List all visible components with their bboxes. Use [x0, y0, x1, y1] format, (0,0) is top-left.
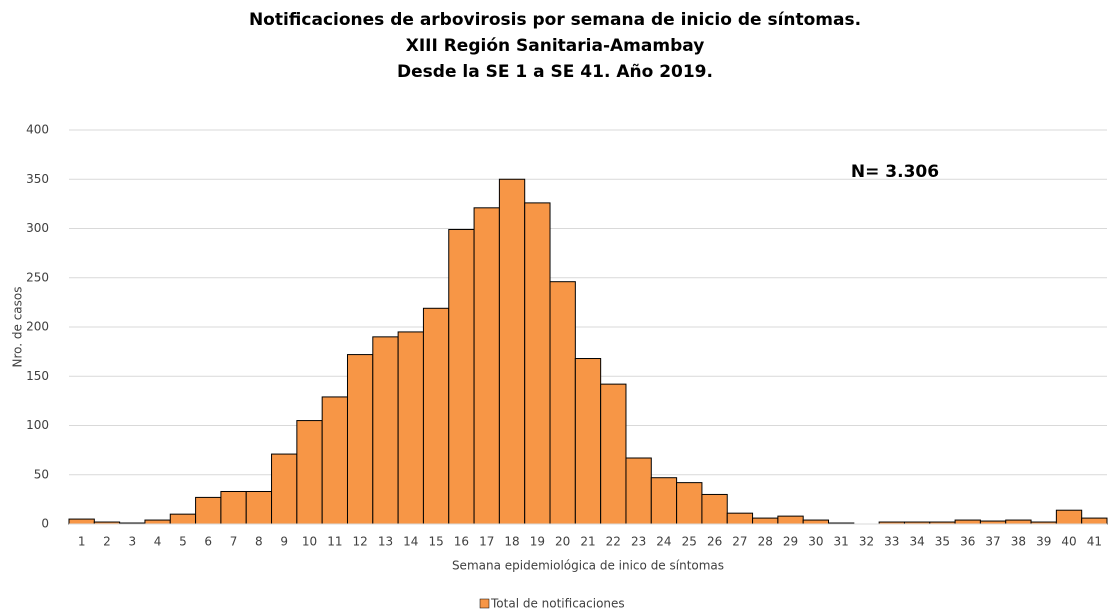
x-tick-label: 12: [353, 535, 368, 549]
bar: [726, 512, 754, 525]
x-tick-label: 33: [884, 535, 899, 549]
x-tick-label: 7: [230, 535, 238, 549]
x-tick-label: 39: [1036, 535, 1051, 549]
x-tick-label: 10: [302, 535, 317, 549]
annotation: N= 3.306: [851, 162, 939, 182]
y-tick-label: 400: [26, 123, 49, 137]
x-tick-label: 36: [960, 535, 975, 549]
y-tick-label: 250: [26, 270, 49, 284]
x-tick-label: 5: [179, 535, 187, 549]
x-tick-label: 6: [204, 535, 212, 549]
y-tick-label: 0: [41, 517, 49, 531]
bar: [448, 228, 475, 525]
x-tick-label: 28: [758, 535, 773, 549]
y-tick-label: 150: [26, 369, 49, 383]
y-tick-label: 300: [26, 221, 49, 235]
bar: [220, 490, 247, 525]
bar: [321, 396, 348, 525]
bar: [422, 307, 450, 525]
bar: [271, 453, 298, 525]
x-tick-label: 15: [428, 535, 443, 549]
y-tick-label: 350: [26, 172, 49, 186]
x-tick-label: 21: [580, 535, 595, 549]
x-tick-label: 34: [909, 535, 924, 549]
x-tick-label: 3: [128, 535, 136, 549]
x-tick-label: 18: [504, 535, 519, 549]
bar: [1055, 509, 1083, 525]
bar: [524, 202, 551, 525]
x-tick-label: 37: [985, 535, 1000, 549]
x-tick-label: 29: [783, 535, 798, 549]
bar: [1081, 517, 1108, 525]
x-tick-label: 17: [479, 535, 494, 549]
x-tick-label: 19: [530, 535, 545, 549]
y-axis-title: Nro. de casos: [11, 286, 25, 367]
bar: [498, 178, 526, 525]
x-tick-label: 35: [935, 535, 950, 549]
chart-title: Notificaciones de arbovirosis por semana…: [249, 10, 861, 30]
y-tick-label: 200: [26, 320, 49, 334]
bar: [296, 420, 323, 525]
y-tick-label: 100: [26, 418, 49, 432]
x-tick-label: 31: [834, 535, 849, 549]
x-tick-label: 4: [154, 535, 162, 549]
bar: [752, 517, 779, 525]
bar: [68, 518, 95, 525]
bar: [600, 383, 627, 525]
x-tick-label: 1: [78, 535, 86, 549]
bar: [346, 354, 374, 525]
bar: [245, 490, 273, 525]
x-tick-label: 24: [656, 535, 671, 549]
x-axis-title: Semana epidemiológica de inico de síntom…: [452, 559, 724, 573]
bar: [144, 519, 171, 525]
chart-title: Desde la SE 1 a SE 41. Año 2019.: [397, 62, 713, 82]
x-tick-label: 23: [631, 535, 646, 549]
x-tick-label: 26: [707, 535, 722, 549]
y-tick-label: 50: [34, 467, 49, 481]
bar: [777, 515, 804, 525]
bar: [701, 493, 728, 525]
x-tick-label: 2: [103, 535, 111, 549]
x-tick-label: 13: [378, 535, 393, 549]
x-tick-label: 16: [454, 535, 469, 549]
x-tick-label: 25: [682, 535, 697, 549]
x-tick-label: 22: [606, 535, 621, 549]
x-tick-label: 32: [859, 535, 874, 549]
bar: [625, 457, 652, 525]
bar: [372, 336, 399, 525]
bar: [574, 358, 602, 525]
bar: [676, 482, 703, 525]
bar: [802, 519, 830, 525]
bar: [169, 513, 197, 525]
x-tick-label: 11: [327, 535, 342, 549]
x-tick-label: 40: [1061, 535, 1076, 549]
legend-label: Total de notificaciones: [490, 597, 625, 611]
chart-title: XIII Región Sanitaria-Amambay: [406, 36, 705, 56]
x-tick-label: 38: [1011, 535, 1026, 549]
legend-swatch: [479, 598, 490, 609]
bar: [1005, 519, 1032, 525]
bar: [549, 281, 576, 525]
x-tick-label: 8: [255, 535, 263, 549]
bar: [397, 331, 424, 525]
bar: [473, 207, 500, 525]
x-tick-label: 30: [808, 535, 823, 549]
bar: [954, 519, 981, 525]
bar: [650, 477, 678, 525]
x-tick-label: 41: [1087, 535, 1102, 549]
x-tick-label: 9: [280, 535, 288, 549]
bar: [195, 496, 222, 525]
x-tick-label: 20: [555, 535, 570, 549]
x-tick-label: 27: [732, 535, 747, 549]
x-tick-label: 14: [403, 535, 418, 549]
